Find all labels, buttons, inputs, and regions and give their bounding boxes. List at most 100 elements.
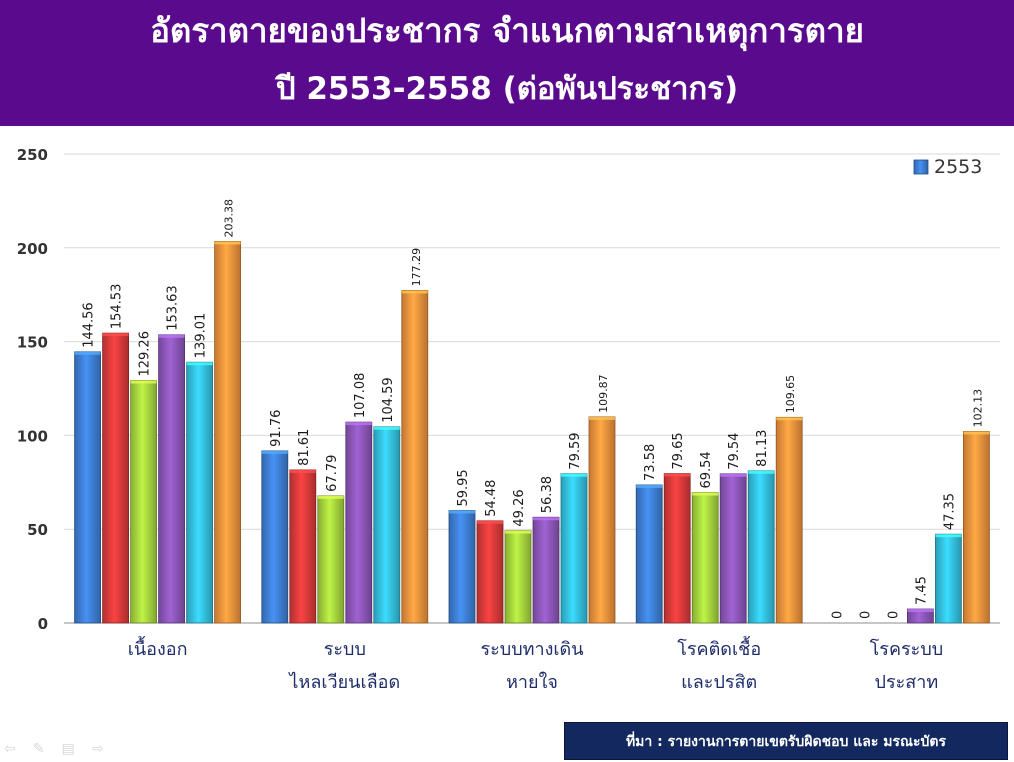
data-label: 203.38 <box>223 199 236 238</box>
bar <box>747 470 775 624</box>
bar-cap <box>664 473 691 477</box>
data-label: 69.54 <box>699 451 714 488</box>
bar-cap <box>130 380 157 384</box>
data-label: 0 <box>886 611 901 619</box>
bar-cap <box>692 492 719 496</box>
bar-cap <box>158 334 185 338</box>
data-label: 0 <box>858 611 873 619</box>
data-label: 107.08 <box>353 373 368 419</box>
bar <box>532 516 560 624</box>
data-label: 59.95 <box>456 469 471 506</box>
bar-cap <box>748 470 775 474</box>
data-label: 56.38 <box>540 476 555 513</box>
x-tick-label: ไหลเวียนเลือด <box>287 671 400 693</box>
bar <box>214 241 242 624</box>
data-label: 153.63 <box>166 285 181 331</box>
bar <box>663 473 691 624</box>
chart-subtitle: ปี 2553-2558 (ต่อพันประชากร) <box>275 71 739 107</box>
x-tick-label: และปรสิต <box>681 672 757 693</box>
bar <box>476 520 504 624</box>
data-label: 54.48 <box>484 480 499 517</box>
bar-cap <box>561 473 587 477</box>
data-label: 109.65 <box>784 375 797 414</box>
bar-cap <box>401 290 428 294</box>
bar-cap <box>720 473 747 477</box>
y-tick-label: 0 <box>38 615 48 633</box>
bar-cap <box>74 351 101 355</box>
x-tick-label: ประสาท <box>875 672 939 693</box>
data-label: 79.65 <box>671 432 686 469</box>
y-tick-label: 100 <box>17 427 48 445</box>
y-tick-label: 250 <box>17 146 48 164</box>
bar-cap <box>776 417 803 421</box>
bar <box>719 473 747 624</box>
data-label: 154.53 <box>110 284 125 330</box>
y-tick-label: 200 <box>17 240 48 258</box>
x-tick-label: โรคติดเชื้อ <box>677 636 761 660</box>
bar <box>102 332 129 624</box>
data-label: 144.56 <box>82 302 97 348</box>
data-label: 104.59 <box>381 377 396 423</box>
y-tick-label: 150 <box>17 334 48 352</box>
bar <box>588 416 616 624</box>
bar <box>373 426 401 624</box>
bar-cap <box>289 469 316 473</box>
menu-icon[interactable]: ▤ <box>61 741 75 757</box>
data-label: 81.61 <box>297 429 312 466</box>
bar-cap <box>935 534 962 538</box>
bar <box>401 290 429 624</box>
x-tick-label: หายใจ <box>506 671 558 693</box>
bar <box>775 416 803 624</box>
title-banner: อัตราตายของประชากร จำแนกตามสาเหตุการตาย … <box>0 0 1014 126</box>
bar-cap <box>505 530 531 534</box>
legend-label: 2553 <box>934 156 982 178</box>
bar <box>74 351 101 624</box>
data-label: 67.79 <box>325 455 340 492</box>
data-label: 109.87 <box>597 374 610 413</box>
bar <box>635 484 663 624</box>
x-tick-label: ระบบ <box>324 639 366 660</box>
bar <box>560 473 588 624</box>
data-label: 102.13 <box>971 389 984 428</box>
bar-cap <box>317 495 344 499</box>
bar-cap <box>477 520 503 524</box>
bar <box>158 334 186 624</box>
bar-chart: 0 50 100 150 200 250 144.56 154.53 129.26 153.63 1… <box>17 146 1000 693</box>
data-label: 79.59 <box>568 432 583 469</box>
data-label: 177.29 <box>410 248 423 287</box>
x-tick-label: ระบบทางเดิน <box>480 639 583 660</box>
data-label: 129.26 <box>138 331 153 377</box>
bar-cap <box>345 422 372 426</box>
data-label: 73.58 <box>643 444 658 481</box>
bar-cap <box>636 484 663 488</box>
bar <box>186 361 214 624</box>
bar-cap <box>186 362 213 366</box>
slide-navigation[interactable]: ⇦ ✎ ▤ ⇨ <box>4 738 116 758</box>
arrow-right-icon[interactable]: ⇨ <box>91 741 104 757</box>
bar <box>317 495 345 624</box>
bar-cap <box>533 517 559 521</box>
y-tick-label: 50 <box>27 521 48 539</box>
chart-title: อัตราตายของประชากร จำแนกตามสาเหตุการตาย <box>150 11 864 50</box>
data-label: 7.45 <box>914 576 929 605</box>
bar <box>504 530 532 624</box>
bar-cap <box>907 609 934 613</box>
data-label: 0 <box>830 611 845 619</box>
arrow-left-icon[interactable]: ⇦ <box>4 741 16 757</box>
data-label: 91.76 <box>269 410 284 447</box>
data-label: 49.26 <box>512 489 527 526</box>
bar-cap <box>589 416 615 420</box>
x-tick-label: โรคระบบ <box>870 638 944 660</box>
bar-cap <box>373 426 400 430</box>
pen-icon[interactable]: ✎ <box>32 741 45 757</box>
bar <box>935 533 962 624</box>
bar <box>261 450 289 624</box>
bar-cap <box>214 241 241 245</box>
data-label: 47.35 <box>942 493 957 530</box>
x-tick-label: เนื้องอก <box>128 636 188 660</box>
data-label: 139.01 <box>194 313 209 359</box>
source-note: ที่มา : รายงานการตายเขตรับผิดชอบ และ มรณ… <box>564 722 1008 760</box>
bar <box>130 380 158 624</box>
bar-cap <box>261 450 288 454</box>
bar <box>448 510 476 624</box>
